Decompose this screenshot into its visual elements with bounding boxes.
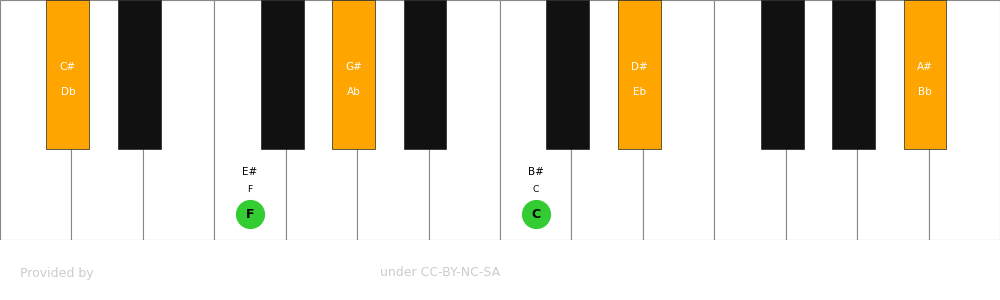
Bar <box>332 0 375 149</box>
Text: Eb: Eb <box>633 87 646 97</box>
Text: C: C <box>531 208 540 221</box>
Bar <box>546 0 589 149</box>
Bar <box>618 0 661 149</box>
Text: G#: G# <box>345 62 362 72</box>
Bar <box>286 0 357 240</box>
Text: B#: B# <box>528 167 544 177</box>
Bar <box>429 0 500 240</box>
Text: under CC-BY-NC-SA: under CC-BY-NC-SA <box>380 266 500 280</box>
Text: D#: D# <box>631 62 648 72</box>
Text: C: C <box>533 185 539 194</box>
Text: F: F <box>246 208 254 221</box>
Bar <box>357 0 429 240</box>
Bar <box>929 0 1000 240</box>
Bar <box>857 0 929 240</box>
Text: Db: Db <box>61 87 75 97</box>
Bar <box>832 0 875 149</box>
Bar <box>71 0 143 240</box>
Bar <box>0 0 71 240</box>
Bar <box>500 0 571 240</box>
Bar <box>214 0 286 240</box>
Bar <box>118 0 161 149</box>
Bar <box>904 0 946 149</box>
Bar <box>786 0 857 240</box>
Bar <box>46 0 89 149</box>
Text: F: F <box>247 185 253 194</box>
Bar <box>404 0 446 149</box>
Text: E#: E# <box>242 167 258 177</box>
Text: C#: C# <box>60 62 76 72</box>
Bar <box>761 0 804 149</box>
Text: A#: A# <box>917 62 933 72</box>
Bar <box>714 0 786 240</box>
Text: Provided by: Provided by <box>20 266 94 280</box>
Text: Ab: Ab <box>347 87 360 97</box>
Text: Bb: Bb <box>918 87 932 97</box>
Bar <box>143 0 214 240</box>
Bar <box>261 0 304 149</box>
Bar <box>643 0 714 240</box>
Bar <box>571 0 643 240</box>
